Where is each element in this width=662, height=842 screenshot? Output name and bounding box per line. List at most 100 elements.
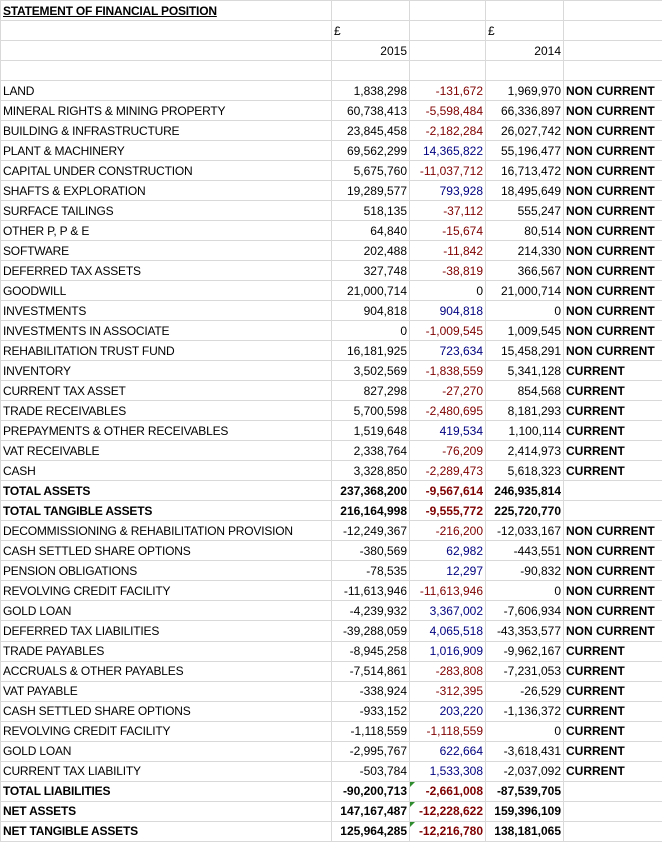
value-2015[interactable]: -1,118,559 — [331, 720, 410, 742]
value-2015[interactable]: 60,738,413 — [331, 100, 410, 122]
difference-value[interactable]: -76,209 — [409, 440, 486, 462]
classification-label[interactable]: CURRENT — [563, 440, 662, 462]
value-2015[interactable]: -8,945,258 — [331, 640, 410, 662]
line-item-label[interactable]: REVOLVING CREDIT FACILITY — [0, 720, 332, 742]
value-2015[interactable]: 216,164,998 — [331, 500, 410, 522]
value-2015[interactable]: 827,298 — [331, 380, 410, 402]
value-2014[interactable]: 246,935,814 — [485, 480, 564, 502]
value-2015[interactable]: -503,784 — [331, 760, 410, 782]
classification-label[interactable]: NON CURRENT — [563, 80, 662, 102]
cell[interactable] — [409, 60, 486, 82]
classification-label[interactable]: CURRENT — [563, 740, 662, 762]
difference-value[interactable]: 3,367,002 — [409, 600, 486, 622]
cell[interactable] — [563, 40, 662, 62]
difference-value[interactable]: 723,634 — [409, 340, 486, 362]
line-item-label[interactable]: TOTAL LIABILITIES — [0, 780, 332, 802]
difference-value[interactable]: 622,664 — [409, 740, 486, 762]
classification-label[interactable]: NON CURRENT — [563, 240, 662, 262]
value-2014[interactable]: -87,539,705 — [485, 780, 564, 802]
value-2014[interactable]: -7,606,934 — [485, 600, 564, 622]
difference-value[interactable]: -15,674 — [409, 220, 486, 242]
value-2014[interactable]: 21,000,714 — [485, 280, 564, 302]
value-2014[interactable]: -1,136,372 — [485, 700, 564, 722]
value-2015[interactable]: 69,562,299 — [331, 140, 410, 162]
difference-value[interactable]: -38,819 — [409, 260, 486, 282]
classification-label[interactable]: NON CURRENT — [563, 600, 662, 622]
line-item-label[interactable]: MINERAL RIGHTS & MINING PROPERTY — [0, 100, 332, 122]
classification-label[interactable]: CURRENT — [563, 420, 662, 442]
value-2015[interactable]: -4,239,932 — [331, 600, 410, 622]
difference-value[interactable]: -1,009,545 — [409, 320, 486, 342]
line-item-label[interactable]: PREPAYMENTS & OTHER RECEIVABLES — [0, 420, 332, 442]
classification-label[interactable]: CURRENT — [563, 360, 662, 382]
classification-label[interactable]: NON CURRENT — [563, 180, 662, 202]
cell[interactable] — [409, 40, 486, 62]
cell[interactable] — [563, 0, 662, 22]
classification-label[interactable]: NON CURRENT — [563, 580, 662, 602]
difference-value[interactable]: -5,598,484 — [409, 100, 486, 122]
cell[interactable] — [409, 0, 486, 22]
line-item-label[interactable]: DEFERRED TAX LIABILITIES — [0, 620, 332, 642]
value-2015[interactable]: -12,249,367 — [331, 520, 410, 542]
difference-value[interactable]: -2,661,008 — [409, 780, 486, 802]
cell[interactable] — [0, 20, 332, 42]
value-2014[interactable]: 0 — [485, 300, 564, 322]
classification-label[interactable]: NON CURRENT — [563, 220, 662, 242]
difference-value[interactable]: 14,365,822 — [409, 140, 486, 162]
classification-label[interactable] — [563, 780, 662, 802]
value-2015[interactable]: -11,613,946 — [331, 580, 410, 602]
value-2015[interactable]: 904,818 — [331, 300, 410, 322]
value-2015[interactable]: 23,845,458 — [331, 120, 410, 142]
value-2014[interactable]: 2,414,973 — [485, 440, 564, 462]
value-2014[interactable]: 16,713,472 — [485, 160, 564, 182]
currency-2015[interactable]: £ — [331, 20, 410, 42]
classification-label[interactable]: NON CURRENT — [563, 280, 662, 302]
value-2014[interactable]: -443,551 — [485, 540, 564, 562]
difference-value[interactable]: -216,200 — [409, 520, 486, 542]
classification-label[interactable]: NON CURRENT — [563, 340, 662, 362]
classification-label[interactable]: CURRENT — [563, 760, 662, 782]
classification-label[interactable]: NON CURRENT — [563, 300, 662, 322]
line-item-label[interactable]: GOLD LOAN — [0, 600, 332, 622]
cell[interactable] — [485, 60, 564, 82]
classification-label[interactable]: CURRENT — [563, 680, 662, 702]
value-2015[interactable]: -2,995,767 — [331, 740, 410, 762]
line-item-label[interactable]: NET TANGIBLE ASSETS — [0, 820, 332, 842]
line-item-label[interactable]: CASH SETTLED SHARE OPTIONS — [0, 540, 332, 562]
line-item-label[interactable]: SURFACE TAILINGS — [0, 200, 332, 222]
line-item-label[interactable]: ACCRUALS & OTHER PAYABLES — [0, 660, 332, 682]
difference-value[interactable]: -1,118,559 — [409, 720, 486, 742]
classification-label[interactable]: NON CURRENT — [563, 200, 662, 222]
classification-label[interactable]: CURRENT — [563, 400, 662, 422]
value-2015[interactable]: -380,569 — [331, 540, 410, 562]
difference-value[interactable]: -12,228,622 — [409, 800, 486, 822]
difference-value[interactable]: -131,672 — [409, 80, 486, 102]
classification-label[interactable] — [563, 820, 662, 842]
difference-value[interactable]: -9,567,614 — [409, 480, 486, 502]
year-2014[interactable]: 2014 — [485, 40, 564, 62]
value-2015[interactable]: 0 — [331, 320, 410, 342]
line-item-label[interactable]: SOFTWARE — [0, 240, 332, 262]
cell[interactable] — [485, 0, 564, 22]
value-2014[interactable]: 8,181,293 — [485, 400, 564, 422]
value-2014[interactable]: -26,529 — [485, 680, 564, 702]
value-2014[interactable]: -9,962,167 — [485, 640, 564, 662]
classification-label[interactable]: NON CURRENT — [563, 320, 662, 342]
line-item-label[interactable]: LAND — [0, 80, 332, 102]
difference-value[interactable]: 419,534 — [409, 420, 486, 442]
difference-value[interactable]: 904,818 — [409, 300, 486, 322]
value-2015[interactable]: 237,368,200 — [331, 480, 410, 502]
value-2015[interactable]: 2,338,764 — [331, 440, 410, 462]
classification-label[interactable]: CURRENT — [563, 380, 662, 402]
sheet-title[interactable]: STATEMENT OF FINANCIAL POSITION — [0, 0, 332, 22]
line-item-label[interactable]: TRADE PAYABLES — [0, 640, 332, 662]
cell[interactable] — [563, 20, 662, 42]
value-2015[interactable]: 125,964,285 — [331, 820, 410, 842]
value-2014[interactable]: 55,196,477 — [485, 140, 564, 162]
classification-label[interactable]: NON CURRENT — [563, 120, 662, 142]
value-2015[interactable]: 202,488 — [331, 240, 410, 262]
value-2014[interactable]: 138,181,065 — [485, 820, 564, 842]
value-2014[interactable]: 555,247 — [485, 200, 564, 222]
value-2015[interactable]: 147,167,487 — [331, 800, 410, 822]
value-2014[interactable]: -90,832 — [485, 560, 564, 582]
